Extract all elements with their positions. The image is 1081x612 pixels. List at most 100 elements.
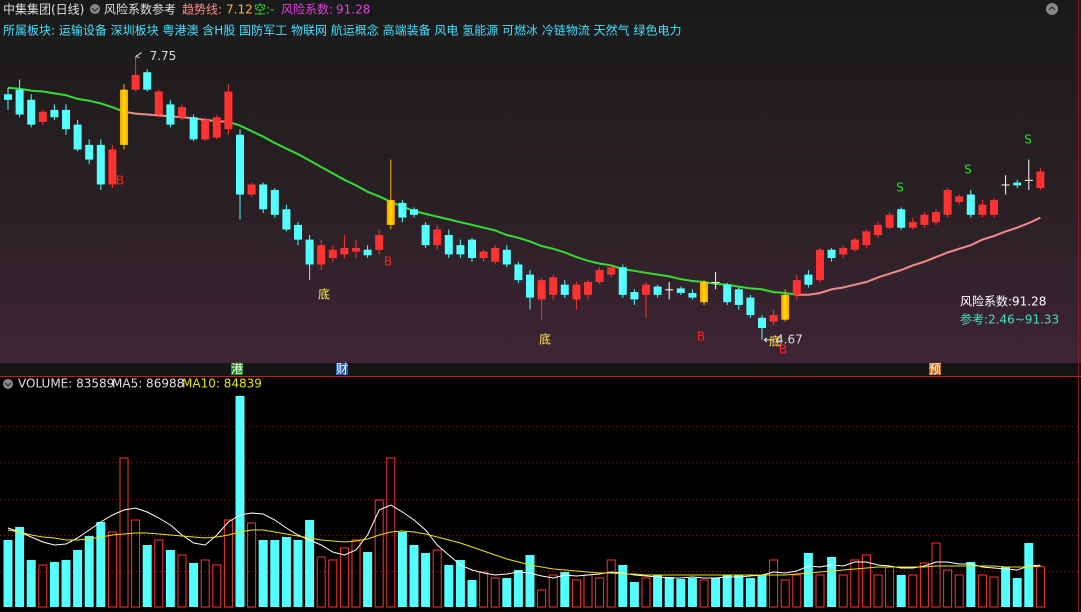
- volume-bar: [780, 579, 790, 608]
- volume-bar: [212, 564, 222, 608]
- indicator-name: 风险系数参考: [104, 2, 176, 17]
- volume-bar: [861, 554, 871, 608]
- candle-body: [734, 289, 743, 305]
- candle-body: [932, 212, 940, 223]
- axis-marker: 预: [929, 362, 941, 376]
- candle-body: [676, 288, 685, 293]
- volume-bar: [258, 539, 268, 607]
- candle-body: [526, 274, 534, 298]
- volume-bar: [629, 581, 639, 607]
- volume-bar: [119, 457, 129, 608]
- candle-body: [537, 280, 546, 300]
- candle-body: [618, 267, 627, 295]
- header: 中集集团(日线) 风险系数参考 趋势线: 7.12 空: - 风险系数: 91.…: [3, 2, 1058, 38]
- candle-body: [340, 247, 349, 255]
- candle-body: [607, 267, 616, 275]
- candle-body: [630, 292, 639, 300]
- candle-body: [96, 144, 105, 185]
- candle-body: [247, 184, 256, 195]
- candle-body: [178, 107, 186, 118]
- candle-body: [1024, 179, 1033, 181]
- candle-body: [665, 289, 674, 291]
- candle-body: [27, 99, 36, 125]
- axis-marker: 财: [336, 362, 348, 376]
- candle-body: [282, 209, 291, 230]
- candle-body: [62, 109, 70, 130]
- volume-bar: [351, 539, 361, 608]
- axis-marker: 港: [231, 362, 243, 376]
- volume-bar: [989, 576, 999, 608]
- volume-menu-icon[interactable]: [3, 379, 13, 389]
- volume-bar: [235, 395, 245, 607]
- signal-label: S: [896, 181, 904, 195]
- volume-bar: [803, 552, 813, 607]
- volume-bar: [107, 531, 117, 608]
- volume-bar: [84, 535, 94, 607]
- volume-bar: [513, 570, 523, 607]
- candle-body: [792, 280, 801, 295]
- volume-bar: [571, 579, 581, 608]
- candle-body: [468, 239, 476, 259]
- volume-bar: [699, 579, 709, 608]
- menu-icon[interactable]: [90, 4, 100, 14]
- risk-panel-reference: 参考:2.46~91.33: [960, 312, 1059, 327]
- volume-bar: [815, 574, 825, 608]
- price-panel: [0, 0, 1081, 363]
- volume-bar: [142, 544, 152, 607]
- candle-body: [827, 249, 836, 259]
- volume-bar: [595, 577, 605, 608]
- volume-bar: [61, 559, 71, 607]
- candle-body: [943, 189, 952, 215]
- candle-body: [236, 134, 244, 195]
- volume-bar: [687, 578, 697, 607]
- candle-body: [990, 200, 998, 215]
- candle-body: [189, 117, 198, 140]
- volume-bar: [270, 539, 280, 607]
- volume-bar: [1024, 543, 1034, 607]
- candle-body: [491, 247, 500, 262]
- sector-list: 所属板块: 运输设备 深圳板块 粤港澳 含H股 国防军工 物联网 航运概念 高端…: [3, 23, 681, 38]
- volume-bar: [305, 520, 315, 607]
- candle-body: [897, 209, 906, 228]
- volume-bar: [223, 519, 233, 608]
- candle-body: [224, 91, 233, 130]
- volume-ma-line: [7, 529, 1041, 576]
- volume-bar: [3, 539, 13, 607]
- candle-body: [595, 270, 604, 282]
- volume-bar: [467, 579, 477, 607]
- volume-bar: [896, 574, 906, 607]
- volume-bar: [885, 566, 895, 608]
- candle-body: [850, 239, 859, 250]
- candle-body: [862, 231, 871, 246]
- candle-body: [908, 222, 917, 228]
- volume-bar: [421, 552, 431, 607]
- volume-bar: [919, 562, 929, 608]
- collapse-icon[interactable]: [1046, 3, 1058, 15]
- candle-body: [804, 274, 813, 285]
- candle-body: [688, 293, 697, 298]
- candle-body: [143, 72, 152, 90]
- volume-bar: [618, 564, 628, 607]
- candle-body: [560, 284, 569, 295]
- volume-bar: [977, 574, 987, 608]
- volume-bar: [409, 544, 419, 607]
- candle-body: [746, 297, 755, 316]
- candle-body: [50, 109, 59, 118]
- volume-bar: [583, 574, 593, 608]
- candle-body: [1001, 184, 1010, 186]
- volume-label: VOLUME: 83589: [18, 377, 114, 391]
- candle-body: [305, 239, 314, 265]
- volume-bar: [154, 539, 164, 608]
- volume-bar: [757, 574, 767, 607]
- candle-body: [584, 281, 592, 295]
- volume-bar: [397, 531, 407, 607]
- max-pointer: [135, 52, 142, 59]
- axis-marker-box: [336, 363, 348, 375]
- short-value: -: [270, 3, 274, 17]
- volume-bar: [131, 519, 141, 608]
- trend-label: 趋势线:: [182, 3, 222, 17]
- signal-label: 底: [318, 287, 330, 302]
- candle-body: [108, 149, 117, 185]
- volume-bar: [38, 564, 48, 608]
